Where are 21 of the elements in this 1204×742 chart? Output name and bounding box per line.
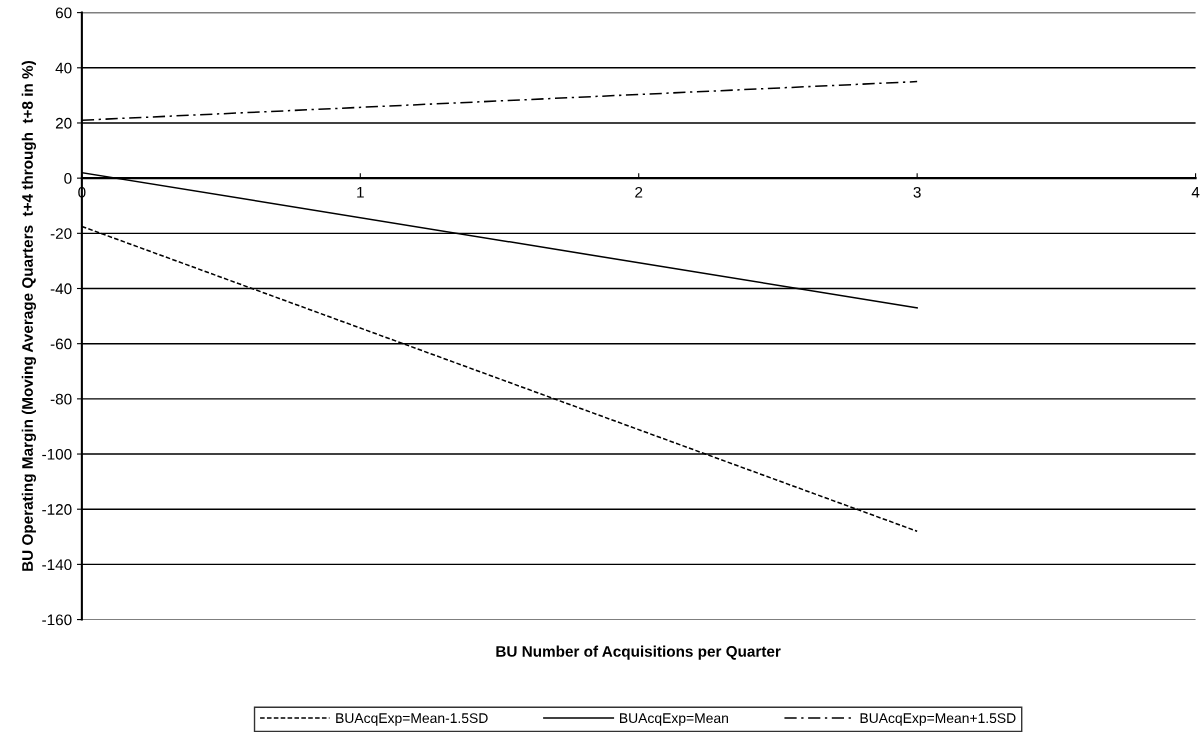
text: BUAcqExp=Mean [620, 713, 728, 726]
y-tick-label: -100 [42, 448, 72, 460]
y-tick-label: 40 [55, 62, 72, 74]
x-tick-label: 3 [913, 186, 921, 198]
x-tick-label: 1 [357, 187, 364, 198]
legend-label: BUAcqExp=Mean-1.5SD [336, 713, 488, 726]
y-tick-label: -80 [50, 393, 72, 405]
y-tick-label: -60 [50, 338, 72, 350]
x-tick-label: 4 [1191, 187, 1200, 198]
y-tick-label: 0 [64, 173, 72, 184]
y-tick-label: -160 [42, 614, 72, 626]
y-tick-label: 60 [55, 7, 72, 19]
y-tick-label: -120 [42, 504, 72, 515]
y-tick-label: -20 [50, 228, 72, 240]
x-axis-title: BU Number of Acquisitions per Quarter [496, 645, 781, 660]
y-tick-label: 20 [55, 117, 72, 129]
y-tick-label: -40 [50, 283, 72, 295]
y-axis-title: BU Operating Margin (Moving Average Quarters t+4 through t+8 in %) [21, 61, 37, 571]
y-tick-label: -140 [42, 559, 72, 571]
x-tick-label: 2 [635, 186, 643, 198]
legend-label: BUAcqExp=Mean+1.5SD [860, 713, 1016, 726]
